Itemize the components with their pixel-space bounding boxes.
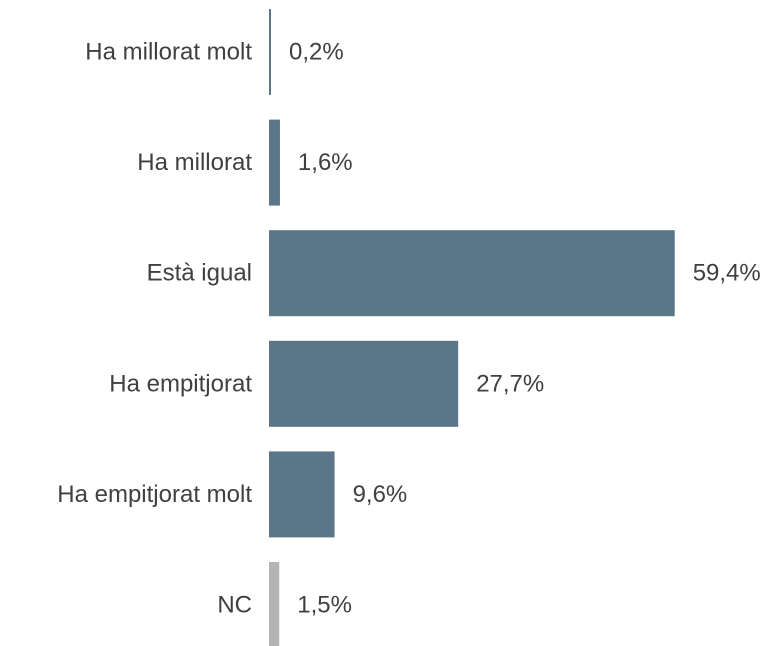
bar	[269, 119, 280, 206]
category-label: Ha empitjorat molt	[57, 481, 252, 508]
value-labels: 0,2% 1,6% 59,4% 27,7% 9,6% 1,5%	[289, 39, 761, 619]
category-labels: Ha millorat molt Ha millorat Està igual Ha …	[57, 39, 252, 619]
category-label: Està igual	[147, 260, 252, 287]
value-label: 9,6%	[353, 481, 408, 508]
value-label: 0,2%	[289, 39, 344, 66]
value-label: 1,6%	[298, 149, 353, 176]
bar	[269, 451, 335, 538]
category-label: Ha millorat molt	[85, 39, 252, 66]
category-label: Ha millorat	[137, 149, 252, 176]
category-label: NC	[217, 592, 252, 619]
value-label: 27,7%	[476, 370, 544, 397]
bars	[269, 9, 675, 646]
category-label: Ha empitjorat	[109, 370, 252, 397]
bar	[269, 230, 675, 317]
bar	[269, 9, 271, 95]
bar	[269, 340, 459, 427]
value-label: 1,5%	[297, 592, 352, 619]
value-label: 59,4%	[693, 260, 761, 287]
bar	[269, 562, 280, 646]
